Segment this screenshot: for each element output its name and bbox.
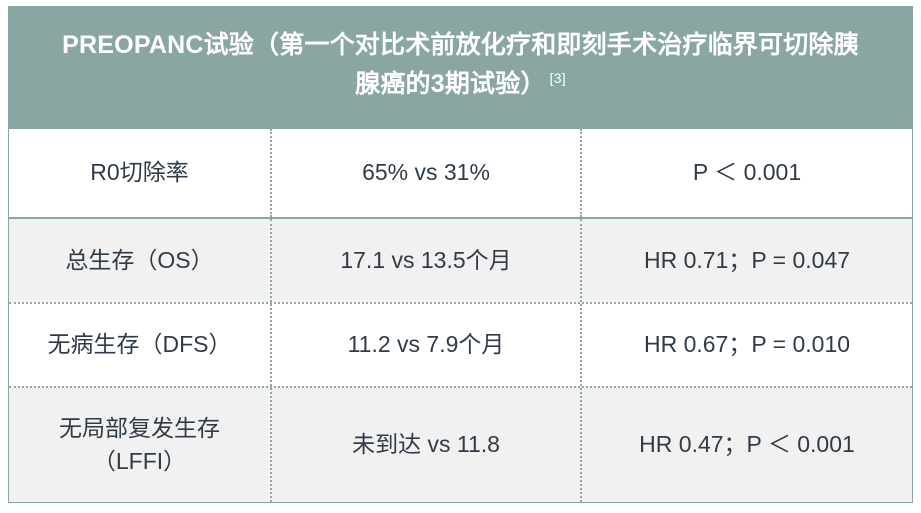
row-result-value: 未到达 vs 11.8	[270, 388, 580, 502]
reference-marker: [3]	[549, 69, 566, 86]
row-result-value: 11.2 vs 7.9个月	[270, 304, 580, 386]
table-title-text: PREOPANC试验（第一个对比术前放化疗和即刻手术治疗临界可切除胰腺癌的3期试…	[62, 31, 859, 98]
row-metric-label-line2: （LFFI）	[92, 448, 187, 474]
row-metric-label: R0切除率	[90, 159, 189, 186]
row-result-value: 65% vs 31%	[270, 129, 580, 217]
table-header: PREOPANC试验（第一个对比术前放化疗和即刻手术治疗临界可切除胰腺癌的3期试…	[9, 7, 912, 129]
preopanc-trial-table: PREOPANC试验（第一个对比术前放化疗和即刻手术治疗临界可切除胰腺癌的3期试…	[8, 6, 913, 503]
table-body: R0切除率 65% vs 31% P ＜ 0.001 总生存（OS） 17.1 …	[9, 129, 912, 502]
table-row: 无局部复发生存 （LFFI） 未到达 vs 11.8 HR 0.47；P ＜ 0…	[9, 386, 912, 502]
table-row: 总生存（OS） 17.1 vs 13.5个月 HR 0.71；P = 0.047	[9, 217, 912, 302]
row-statistic-value: HR 0.67；P = 0.010	[580, 304, 912, 386]
table-row: 无病生存（DFS） 11.2 vs 7.9个月 HR 0.67；P = 0.01…	[9, 302, 912, 386]
row-statistic-value: HR 0.71；P = 0.047	[580, 219, 912, 302]
row-statistic-value: P ＜ 0.001	[580, 129, 912, 217]
row-metric-label-line1: 无局部复发生存	[59, 414, 220, 441]
table-row: R0切除率 65% vs 31% P ＜ 0.001	[9, 129, 912, 217]
row-result-value: 17.1 vs 13.5个月	[270, 219, 580, 302]
row-metric-label: 无局部复发生存 （LFFI）	[9, 388, 270, 502]
table-title: PREOPANC试验（第一个对比术前放化疗和即刻手术治疗临界可切除胰腺癌的3期试…	[53, 26, 868, 104]
row-metric-label: 总生存（OS）	[65, 246, 214, 273]
row-statistic-value: HR 0.47；P ＜ 0.001	[580, 388, 912, 502]
row-metric-label: 无病生存（DFS）	[47, 331, 232, 358]
